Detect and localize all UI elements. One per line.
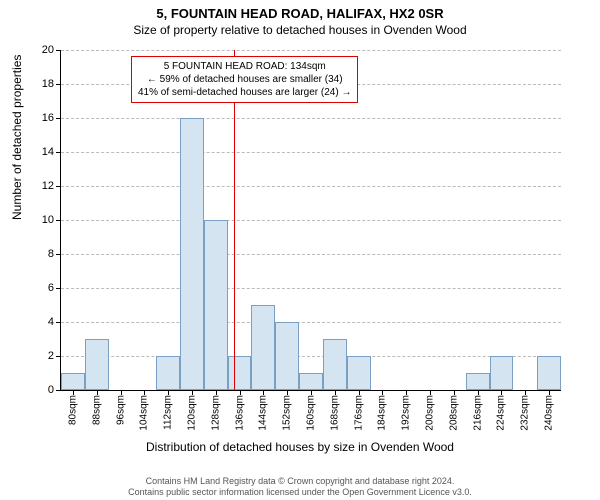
chart-title-address: 5, FOUNTAIN HEAD ROAD, HALIFAX, HX2 0SR	[0, 0, 600, 21]
xtick-label: 224sqm	[496, 395, 507, 431]
xtick-label: 208sqm	[448, 395, 459, 431]
gridline	[61, 186, 561, 187]
ytick-label: 4	[24, 316, 54, 328]
histogram-bar	[251, 305, 275, 390]
ytick-label: 18	[24, 78, 54, 90]
ytick-mark	[56, 356, 61, 357]
ytick-label: 14	[24, 146, 54, 158]
gridline	[61, 118, 561, 119]
xtick-label: 120sqm	[186, 395, 197, 431]
histogram-bar	[537, 356, 561, 390]
xtick-label: 144sqm	[258, 395, 269, 431]
xtick-label: 112sqm	[163, 395, 174, 430]
x-axis-label: Distribution of detached houses by size …	[0, 440, 600, 454]
xtick-label: 200sqm	[425, 395, 436, 431]
histogram-bar	[180, 118, 204, 390]
annotation-box: 5 FOUNTAIN HEAD ROAD: 134sqm← 59% of det…	[131, 56, 358, 103]
histogram-bar	[156, 356, 180, 390]
chart-container: 5, FOUNTAIN HEAD ROAD, HALIFAX, HX2 0SR …	[0, 0, 600, 500]
histogram-bar	[347, 356, 371, 390]
ytick-label: 2	[24, 350, 54, 362]
histogram-bar	[275, 322, 299, 390]
xtick-label: 128sqm	[210, 395, 221, 431]
ytick-mark	[56, 220, 61, 221]
gridline	[61, 322, 561, 323]
annot-line2: ← 59% of detached houses are smaller (34…	[138, 73, 351, 86]
plot-region: 80sqm88sqm96sqm104sqm112sqm120sqm128sqm1…	[60, 50, 561, 391]
xtick-label: 184sqm	[377, 395, 388, 431]
xtick-label: 160sqm	[306, 395, 317, 431]
xtick-label: 216sqm	[472, 395, 483, 431]
histogram-bar	[323, 339, 347, 390]
ytick-label: 10	[24, 214, 54, 226]
ytick-mark	[56, 50, 61, 51]
xtick-label: 152sqm	[282, 395, 293, 431]
histogram-bar	[466, 373, 490, 390]
gridline	[61, 220, 561, 221]
y-axis-label: Number of detached properties	[10, 55, 24, 220]
ytick-mark	[56, 186, 61, 187]
ytick-mark	[56, 152, 61, 153]
xtick-label: 240sqm	[544, 395, 555, 431]
ytick-label: 12	[24, 180, 54, 192]
chart-title-desc: Size of property relative to detached ho…	[0, 21, 600, 37]
annot-line3: 41% of semi-detached houses are larger (…	[138, 86, 351, 99]
ytick-mark	[56, 118, 61, 119]
ytick-label: 8	[24, 248, 54, 260]
xtick-label: 168sqm	[329, 395, 340, 431]
ytick-mark	[56, 288, 61, 289]
ytick-mark	[56, 390, 61, 391]
ytick-mark	[56, 84, 61, 85]
xtick-label: 136sqm	[234, 395, 245, 431]
histogram-bar	[61, 373, 85, 390]
xtick-label: 176sqm	[353, 395, 364, 431]
gridline	[61, 50, 561, 51]
annot-line1: 5 FOUNTAIN HEAD ROAD: 134sqm	[138, 60, 351, 73]
histogram-bar	[228, 356, 252, 390]
histogram-bar	[490, 356, 514, 390]
histogram-bar	[204, 220, 228, 390]
xtick-label: 80sqm	[67, 395, 78, 425]
gridline	[61, 356, 561, 357]
gridline	[61, 254, 561, 255]
histogram-bar	[299, 373, 323, 390]
xtick-label: 88sqm	[91, 395, 102, 425]
gridline	[61, 152, 561, 153]
ytick-mark	[56, 322, 61, 323]
ytick-label: 6	[24, 282, 54, 294]
footer-line2: Contains public sector information licen…	[0, 487, 600, 498]
xtick-label: 192sqm	[401, 395, 412, 431]
xtick-label: 232sqm	[520, 395, 531, 431]
ytick-label: 0	[24, 384, 54, 396]
ytick-label: 16	[24, 112, 54, 124]
footer-line1: Contains HM Land Registry data © Crown c…	[0, 476, 600, 487]
attribution-footer: Contains HM Land Registry data © Crown c…	[0, 476, 600, 498]
ytick-mark	[56, 254, 61, 255]
xtick-label: 104sqm	[139, 395, 150, 431]
chart-area: 80sqm88sqm96sqm104sqm112sqm120sqm128sqm1…	[60, 50, 560, 390]
ytick-label: 20	[24, 44, 54, 56]
histogram-bar	[85, 339, 109, 390]
gridline	[61, 288, 561, 289]
xtick-label: 96sqm	[115, 395, 126, 425]
